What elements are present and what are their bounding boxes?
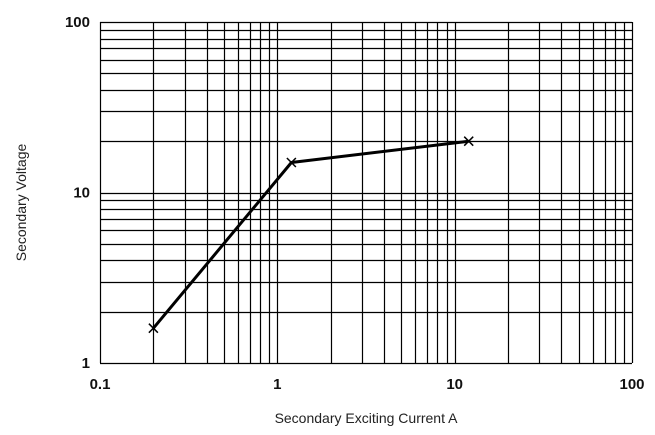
marker-stroke (463, 136, 474, 147)
marker-stroke (148, 323, 159, 334)
y-tick-label: 100 (65, 14, 90, 31)
x-tick-label: 10 (446, 376, 463, 393)
y-tick-label: 1 (82, 355, 90, 372)
y-axis-label: Secondary Voltage (13, 144, 29, 262)
data-point-marker (463, 136, 474, 147)
series-line (152, 139, 469, 330)
grid (99, 21, 634, 365)
data-point-marker (148, 323, 159, 334)
marker-stroke (286, 157, 297, 168)
x-tick-label: 1 (273, 376, 281, 393)
data-point-marker (286, 157, 297, 168)
x-tick-label: 0.1 (90, 376, 111, 393)
x-axis-label: Secondary Exciting Current A (275, 410, 459, 426)
series (148, 136, 474, 334)
x-tick-label: 100 (619, 376, 644, 393)
y-tick-label: 10 (73, 185, 90, 202)
